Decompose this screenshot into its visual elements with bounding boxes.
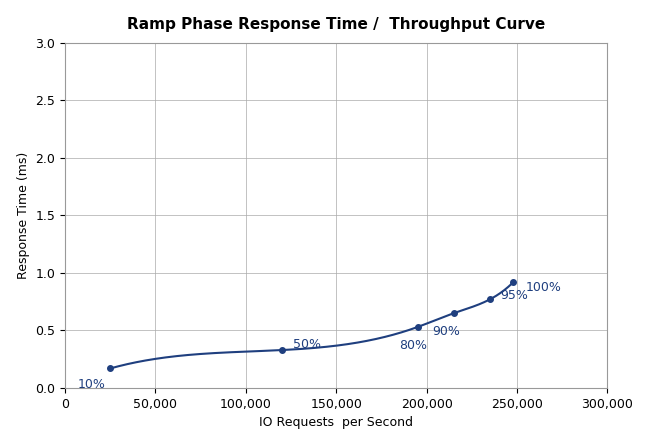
Text: 80%: 80%	[400, 339, 428, 352]
Text: 100%: 100%	[526, 281, 562, 294]
Y-axis label: Response Time (ms): Response Time (ms)	[17, 152, 30, 279]
Text: 95%: 95%	[500, 289, 528, 302]
Title: Ramp Phase Response Time /  Throughput Curve: Ramp Phase Response Time / Throughput Cu…	[127, 17, 545, 32]
Text: 90%: 90%	[432, 325, 460, 338]
Text: 10%: 10%	[77, 378, 105, 391]
Text: 50%: 50%	[292, 338, 320, 351]
X-axis label: IO Requests  per Second: IO Requests per Second	[259, 416, 413, 429]
